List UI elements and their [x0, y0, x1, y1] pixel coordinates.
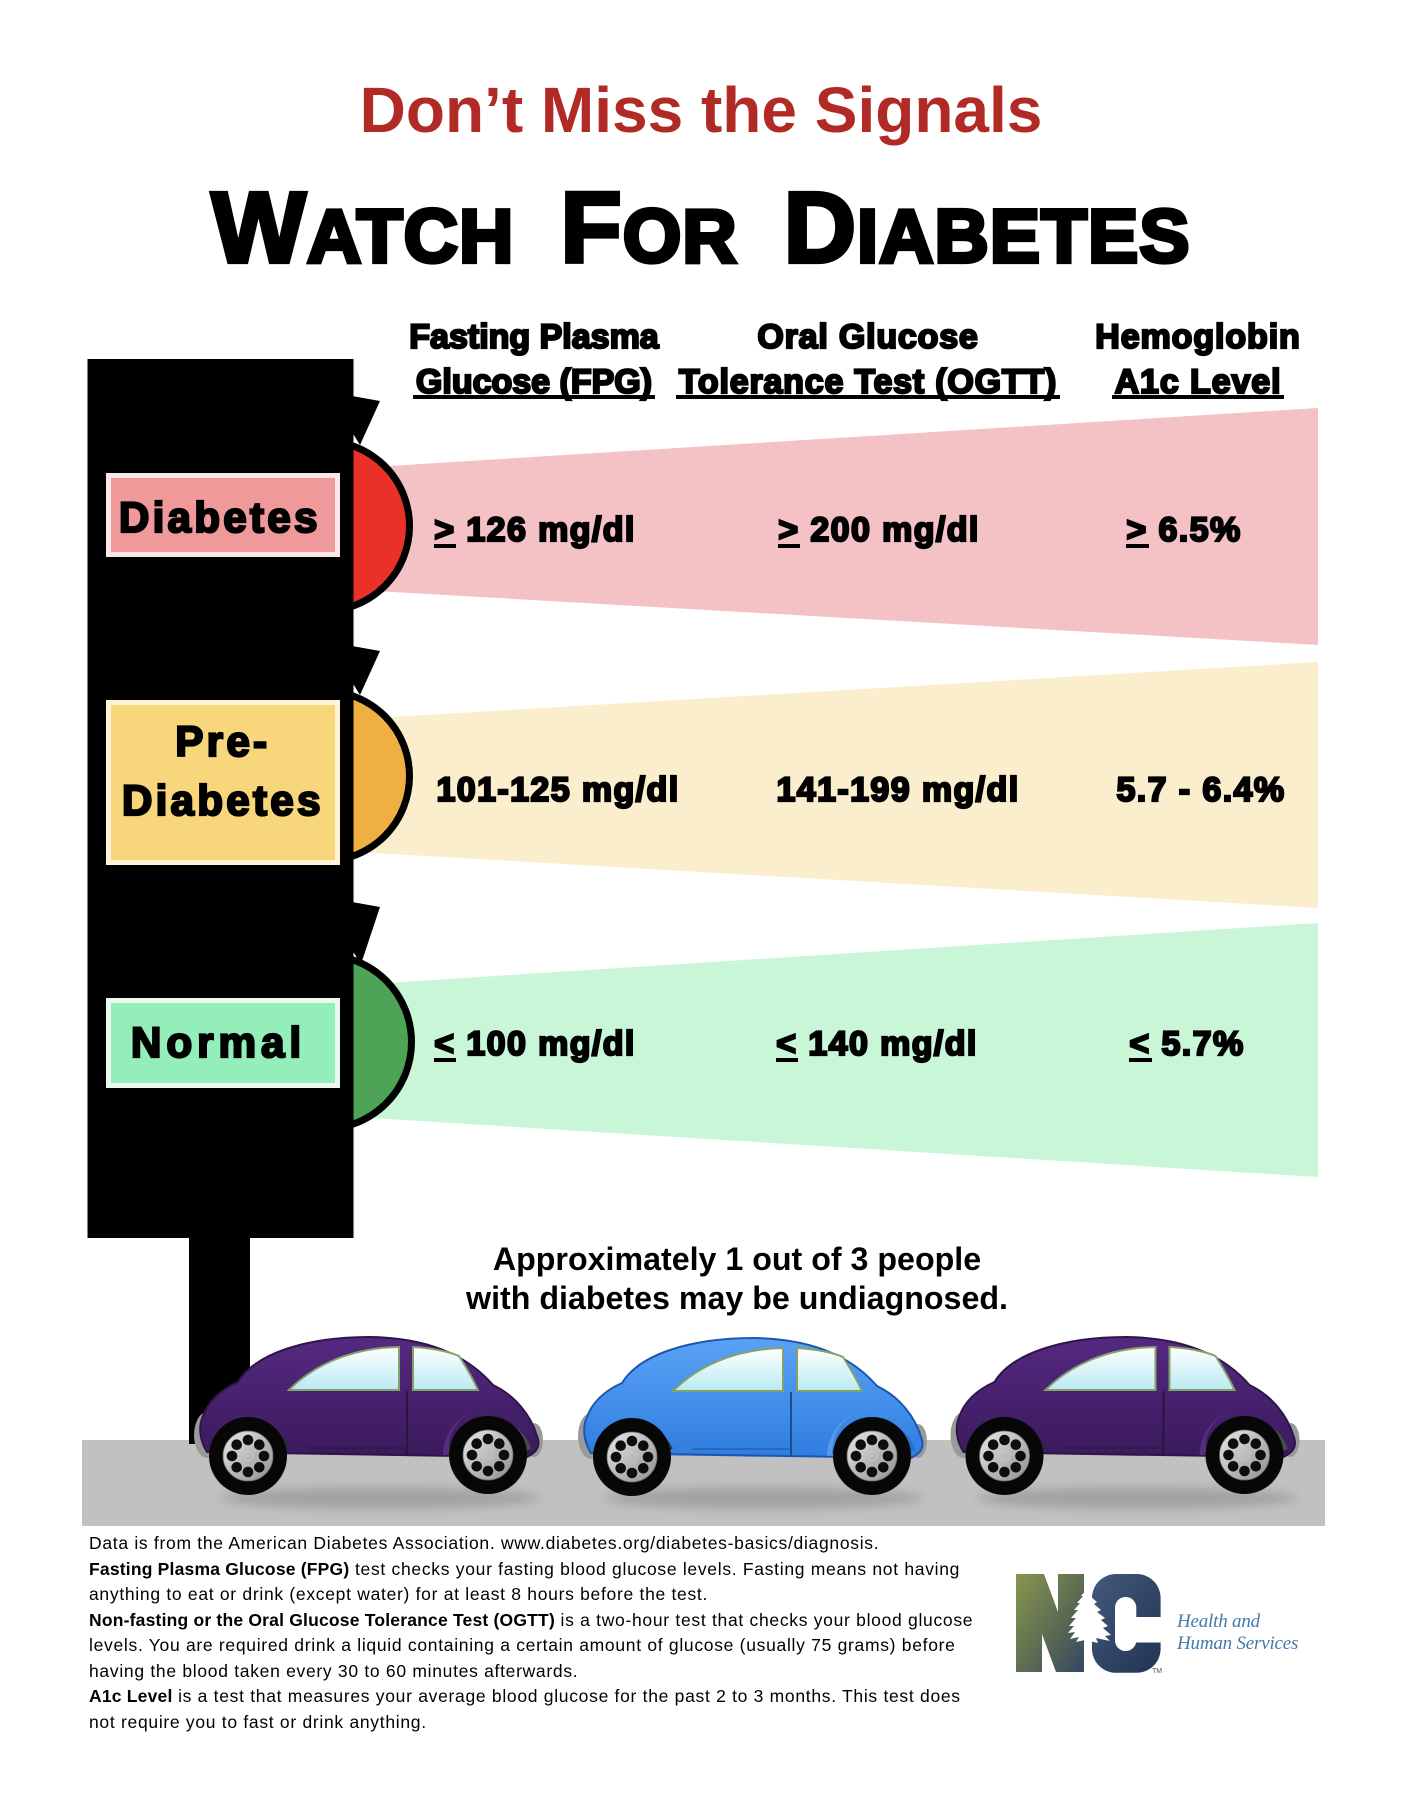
svg-text:TM: TM: [1152, 1668, 1162, 1675]
